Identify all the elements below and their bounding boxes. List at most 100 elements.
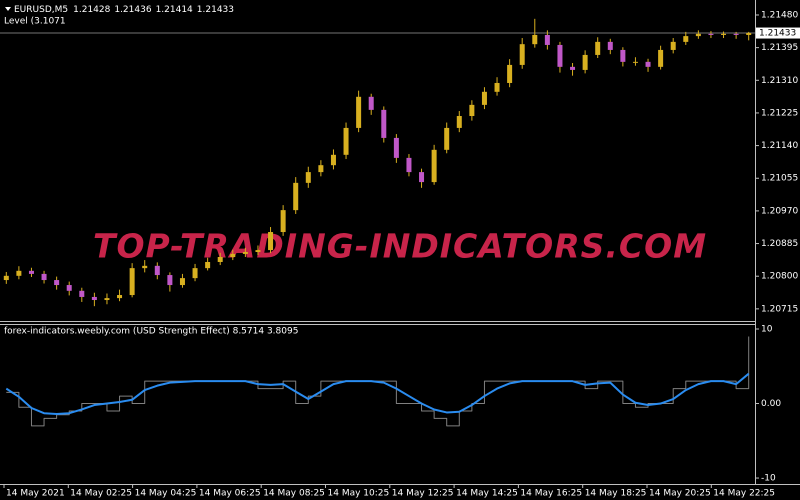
candle-body xyxy=(444,127,450,150)
candle-body xyxy=(683,36,689,42)
candle-body xyxy=(205,261,211,269)
last-low: 1.21414 xyxy=(156,5,193,15)
x-tick-label: 14 May 04:25 xyxy=(135,489,197,499)
candle-body xyxy=(91,296,97,301)
candle-body xyxy=(330,154,336,166)
candle-body xyxy=(406,157,412,173)
candle-body xyxy=(708,33,714,35)
candle-body xyxy=(645,61,651,67)
candle-body xyxy=(733,33,739,35)
symbol-icon xyxy=(5,7,11,11)
y-tick-label: 1.20970 xyxy=(761,206,798,216)
last-high: 1.21436 xyxy=(114,5,151,15)
candle-body xyxy=(255,250,261,253)
candle-body xyxy=(142,265,148,269)
current-price-label: 1.21433 xyxy=(759,29,796,39)
candle-body xyxy=(104,298,110,301)
current-price-box xyxy=(756,27,800,39)
candle-body xyxy=(66,285,72,291)
candle-body xyxy=(595,41,601,55)
candle-body xyxy=(607,41,613,50)
symbol: EURUSD,M5 xyxy=(14,5,68,15)
candle-body xyxy=(721,33,727,35)
candle-body xyxy=(570,66,576,70)
candle-body xyxy=(456,116,462,128)
y-tick-label: 1.20715 xyxy=(761,304,798,314)
x-tick-label: 14 May 12:25 xyxy=(392,489,454,499)
candle-body xyxy=(620,49,626,62)
candle-body xyxy=(582,54,588,70)
candle-body xyxy=(532,34,538,45)
candle-body xyxy=(318,165,324,173)
candle-body xyxy=(469,104,475,117)
candle-body xyxy=(746,33,752,35)
y-tick-label: 0.00 xyxy=(761,399,781,409)
indicator-line xyxy=(5,372,750,415)
last-close: 1.21433 xyxy=(197,5,234,15)
candle-body xyxy=(3,275,9,281)
candle-body xyxy=(419,172,425,183)
candle-body xyxy=(343,127,349,155)
candle-body xyxy=(293,182,299,211)
indicator-title: forex-indicators.weebly.com (USD Strengt… xyxy=(4,327,298,337)
candle-body xyxy=(129,268,135,296)
candle-body xyxy=(507,64,513,83)
candle-body xyxy=(28,270,34,274)
candle-body xyxy=(481,91,487,105)
x-tick-label: 14 May 20:25 xyxy=(649,489,711,499)
x-tick-label: 14 May 16:25 xyxy=(520,489,582,499)
candle-body xyxy=(356,96,362,128)
candle-body xyxy=(217,256,223,262)
candle-body xyxy=(79,290,85,297)
x-tick-label: 14 May 06:25 xyxy=(199,489,261,499)
y-tick-label: 10 xyxy=(761,324,773,334)
y-tick-label: 1.20885 xyxy=(761,239,798,249)
y-tick-label: 1.21055 xyxy=(761,174,798,184)
y-tick-label: 1.21225 xyxy=(761,108,798,118)
candle-body xyxy=(670,41,676,50)
candle-body xyxy=(41,273,47,281)
x-tick-label: 14 May 02:25 xyxy=(70,489,132,499)
chart-header: EURUSD,M5 1.21428 1.21436 1.21414 1.21433 xyxy=(14,5,234,15)
candle-body xyxy=(117,295,123,299)
candle-body xyxy=(494,82,500,92)
y-tick-label: 1.21140 xyxy=(761,141,798,151)
level-label: Level (3.1071 xyxy=(4,17,66,27)
x-tick-label: 14 May 08:25 xyxy=(263,489,325,499)
candle-body xyxy=(393,137,399,158)
candle-body xyxy=(381,109,387,138)
candle-body xyxy=(192,268,198,279)
y-tick-label: 1.21395 xyxy=(761,43,798,53)
candle-body xyxy=(268,232,274,251)
candle-body xyxy=(305,172,311,183)
x-tick-label: 14 May 2021 xyxy=(6,489,65,499)
candle-body xyxy=(167,275,173,286)
candle-body xyxy=(230,253,236,257)
last-open: 1.21428 xyxy=(73,5,110,15)
watermark: TOP-TRADING-INDICATORS.COM xyxy=(93,227,707,266)
x-tick-label: 14 May 10:25 xyxy=(328,489,390,499)
x-tick-label: 14 May 14:25 xyxy=(456,489,518,499)
candle-body xyxy=(368,96,374,110)
candle-body xyxy=(16,270,22,276)
candle-body xyxy=(242,252,248,254)
candle-body xyxy=(179,278,185,286)
candle-body xyxy=(658,49,664,67)
y-tick-label: -10 xyxy=(761,474,776,484)
y-tick-label: 1.20800 xyxy=(761,272,798,282)
candle-body xyxy=(695,33,701,37)
y-tick-label: 1.21480 xyxy=(761,10,798,20)
candle-body xyxy=(154,265,160,276)
candle-body xyxy=(519,44,525,65)
y-tick-label: 1.21310 xyxy=(761,76,798,86)
candle-body xyxy=(557,44,563,67)
candle-body xyxy=(632,61,638,63)
x-tick-label: 14 May 18:25 xyxy=(585,489,647,499)
candle-body xyxy=(54,280,60,286)
candle-body xyxy=(280,210,286,233)
x-tick-label: 14 May 22:25 xyxy=(713,489,775,499)
candle-body xyxy=(544,34,550,45)
